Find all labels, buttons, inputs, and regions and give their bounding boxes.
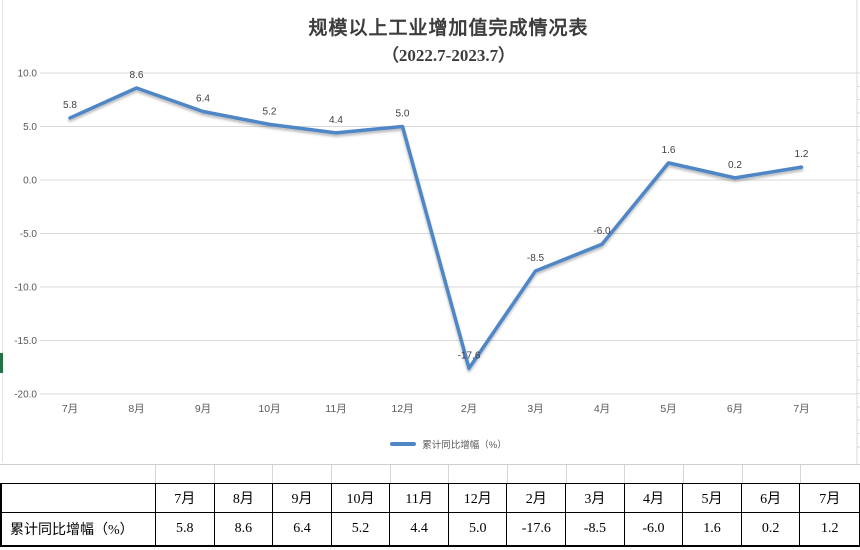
data-label: 8.6 (130, 70, 144, 81)
y-axis-label: -10.0 (14, 283, 37, 294)
data-label: 0.2 (728, 160, 742, 171)
table-header-cell[interactable]: 7月 (156, 484, 215, 513)
spreadsheet-cell[interactable] (156, 465, 215, 483)
spreadsheet-cell[interactable] (449, 465, 508, 483)
chart-title: 规模以上工业增加值完成情况表 (308, 18, 589, 39)
x-axis-label: 10月 (258, 403, 280, 415)
table-cell[interactable]: 0.2 (742, 513, 801, 545)
x-axis-label: 7月 (793, 403, 809, 415)
chart-legend[interactable]: 累计同比增幅（%） (40, 436, 857, 452)
data-label: -6.0 (593, 226, 611, 237)
table-cell[interactable]: 1.6 (683, 513, 742, 545)
table-header-cell[interactable]: 5月 (683, 484, 742, 513)
spreadsheet-spacer-row (0, 464, 860, 483)
x-axis-label: 4月 (594, 403, 610, 415)
x-axis-label: 5月 (660, 403, 676, 415)
plot-area[interactable]: 10.0 5.0 0.0 -5.0 -10.0 -15.0 -20.0 7月 8月 9月 10月 11… (0, 0, 860, 464)
table-cell[interactable]: 8.6 (215, 513, 274, 545)
spreadsheet-cell[interactable] (684, 465, 743, 483)
x-axis-label: 3月 (527, 403, 543, 415)
table-cell[interactable]: 5.2 (332, 513, 391, 545)
table-row-label[interactable]: 累计同比增幅（%） (2, 513, 156, 545)
table-cell[interactable]: 5.0 (449, 513, 508, 545)
table-header-cell[interactable]: 10月 (331, 484, 391, 513)
table-cell[interactable]: 1.2 (820, 521, 839, 536)
y-axis-label: -20.0 (14, 390, 37, 401)
spreadsheet-cell[interactable] (801, 465, 860, 483)
data-label: 5.8 (63, 100, 77, 111)
spreadsheet-cell[interactable] (332, 465, 391, 483)
legend-line-swatch (390, 442, 417, 446)
data-label: 1.6 (662, 145, 676, 156)
legend-label: 累计同比增幅（%） (422, 440, 507, 451)
data-label: 5.0 (396, 109, 410, 120)
chart-subtitle: （2022.7-2023.7） (381, 46, 516, 65)
y-axis-label: 0.0 (23, 176, 37, 187)
y-axis-label: 5.0 (23, 122, 37, 133)
spreadsheet-cell[interactable] (743, 465, 802, 483)
data-label: 5.2 (263, 106, 277, 117)
x-axis-label: 9月 (195, 403, 211, 415)
table-header-cell[interactable]: 3月 (566, 484, 625, 513)
spreadsheet-cell[interactable] (508, 465, 567, 483)
x-axis-label: 12月 (391, 403, 413, 415)
table-header-cell[interactable] (2, 484, 156, 513)
table-header-cell[interactable]: 12月 (448, 484, 508, 513)
spreadsheet-cell[interactable] (625, 465, 684, 483)
table-header-cell[interactable]: 11月 (390, 484, 449, 513)
spreadsheet-cell[interactable] (0, 465, 156, 483)
table-header-cell[interactable]: 6月 (741, 484, 801, 513)
table-header-cell[interactable]: 2月 (507, 484, 567, 513)
data-label: 6.4 (196, 94, 210, 105)
data-label: 1.2 (795, 149, 809, 160)
data-label: 4.4 (329, 115, 343, 126)
table-header-cell[interactable]: 4月 (624, 484, 684, 513)
y-axis-label: -5.0 (20, 229, 38, 240)
spreadsheet-cell[interactable] (567, 465, 626, 483)
chart-left-edge-line (2, 0, 3, 462)
table-cell[interactable]: -8.5 (566, 513, 625, 545)
table-header-cell[interactable]: 8月 (214, 484, 274, 513)
x-axis-label: 6月 (727, 403, 743, 415)
excel-selection-indicator (0, 353, 3, 373)
chart-canvas[interactable]: 规模以上工业增加值完成情况表 （2022.7-2023.7） 10.0 5.0 0.… (0, 0, 860, 464)
table-header-cell[interactable]: 9月 (273, 484, 332, 513)
x-axis-label: 8月 (128, 403, 144, 415)
table-cell[interactable]: -6.0 (625, 513, 684, 545)
data-label: -8.5 (527, 253, 545, 264)
y-axis-label: 10.0 (18, 69, 38, 80)
data-table: 7月 8月 9月 10月 11月 12月 2月 3月 4月 5月 6月 7月 累计同比增幅（%） 5.8 8… (0, 483, 860, 547)
table-cell[interactable]: 4.4 (390, 513, 449, 545)
spreadsheet-cell[interactable] (215, 465, 274, 483)
table-cell[interactable]: 5.8 (156, 513, 215, 545)
spreadsheet-cell[interactable] (391, 465, 450, 483)
x-axis-label: 11月 (325, 403, 346, 415)
table-cell[interactable]: -17.6 (507, 513, 567, 545)
x-axis-label: 7月 (62, 403, 78, 415)
data-label: -17.6 (458, 350, 481, 361)
y-axis-label: -15.0 (14, 336, 37, 347)
table-header-cell[interactable]: 7月 (800, 484, 859, 513)
table-cell[interactable]: 6.4 (273, 513, 332, 545)
series-line[interactable] (68, 86, 804, 371)
x-axis-label: 2月 (461, 403, 477, 415)
spreadsheet-cell[interactable] (273, 465, 332, 483)
